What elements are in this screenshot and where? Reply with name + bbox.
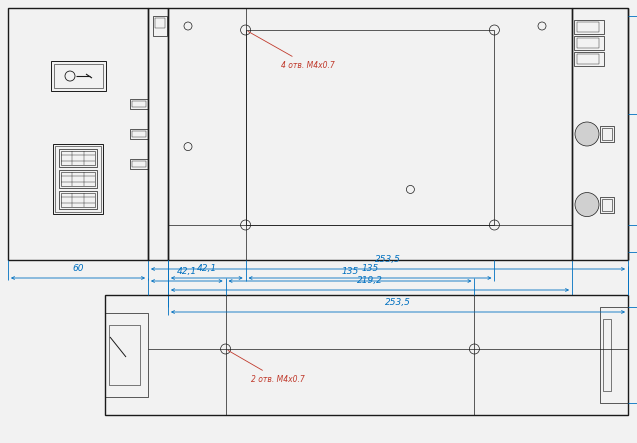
Bar bbox=[246, 30, 494, 225]
Bar bbox=[59, 149, 97, 167]
Bar bbox=[600, 126, 614, 142]
Circle shape bbox=[575, 122, 599, 146]
Text: 219,2: 219,2 bbox=[357, 276, 383, 285]
Bar bbox=[130, 99, 148, 109]
Bar bbox=[61, 152, 95, 165]
Bar bbox=[61, 193, 95, 207]
Bar bbox=[130, 159, 148, 169]
Text: 2 отв. М4х0.7: 2 отв. М4х0.7 bbox=[228, 350, 304, 384]
Bar bbox=[59, 191, 97, 210]
Bar bbox=[132, 131, 146, 137]
Bar bbox=[153, 16, 167, 36]
Bar bbox=[168, 8, 572, 260]
Bar bbox=[574, 20, 604, 34]
Text: 4 отв. М4х0.7: 4 отв. М4х0.7 bbox=[248, 31, 334, 70]
Bar bbox=[105, 313, 148, 397]
Bar bbox=[109, 325, 140, 385]
Text: 42,1: 42,1 bbox=[197, 264, 217, 273]
Bar bbox=[53, 144, 103, 214]
Bar bbox=[602, 198, 612, 210]
Bar bbox=[600, 197, 614, 213]
Bar bbox=[577, 22, 599, 32]
Bar bbox=[577, 38, 599, 48]
Bar bbox=[130, 129, 148, 139]
Bar bbox=[50, 61, 106, 91]
Bar bbox=[574, 52, 604, 66]
Text: 135: 135 bbox=[341, 267, 359, 276]
Bar bbox=[59, 171, 97, 188]
Text: 253,5: 253,5 bbox=[385, 298, 411, 307]
Text: 253,5: 253,5 bbox=[375, 255, 401, 264]
Bar bbox=[132, 101, 146, 107]
Bar bbox=[54, 64, 103, 88]
Bar bbox=[572, 8, 628, 260]
Bar bbox=[603, 319, 611, 391]
Bar bbox=[105, 295, 628, 415]
Text: 42,1: 42,1 bbox=[176, 267, 197, 276]
Bar bbox=[574, 36, 604, 50]
Bar bbox=[148, 8, 168, 260]
Circle shape bbox=[575, 193, 599, 217]
Bar bbox=[577, 54, 599, 64]
Bar bbox=[600, 307, 628, 403]
Bar bbox=[132, 161, 146, 167]
Text: 60: 60 bbox=[72, 264, 83, 273]
Bar bbox=[61, 172, 95, 187]
Bar bbox=[602, 128, 612, 140]
Bar bbox=[55, 146, 101, 212]
Bar bbox=[8, 8, 148, 260]
Bar bbox=[155, 18, 165, 28]
Text: 135: 135 bbox=[361, 264, 378, 273]
